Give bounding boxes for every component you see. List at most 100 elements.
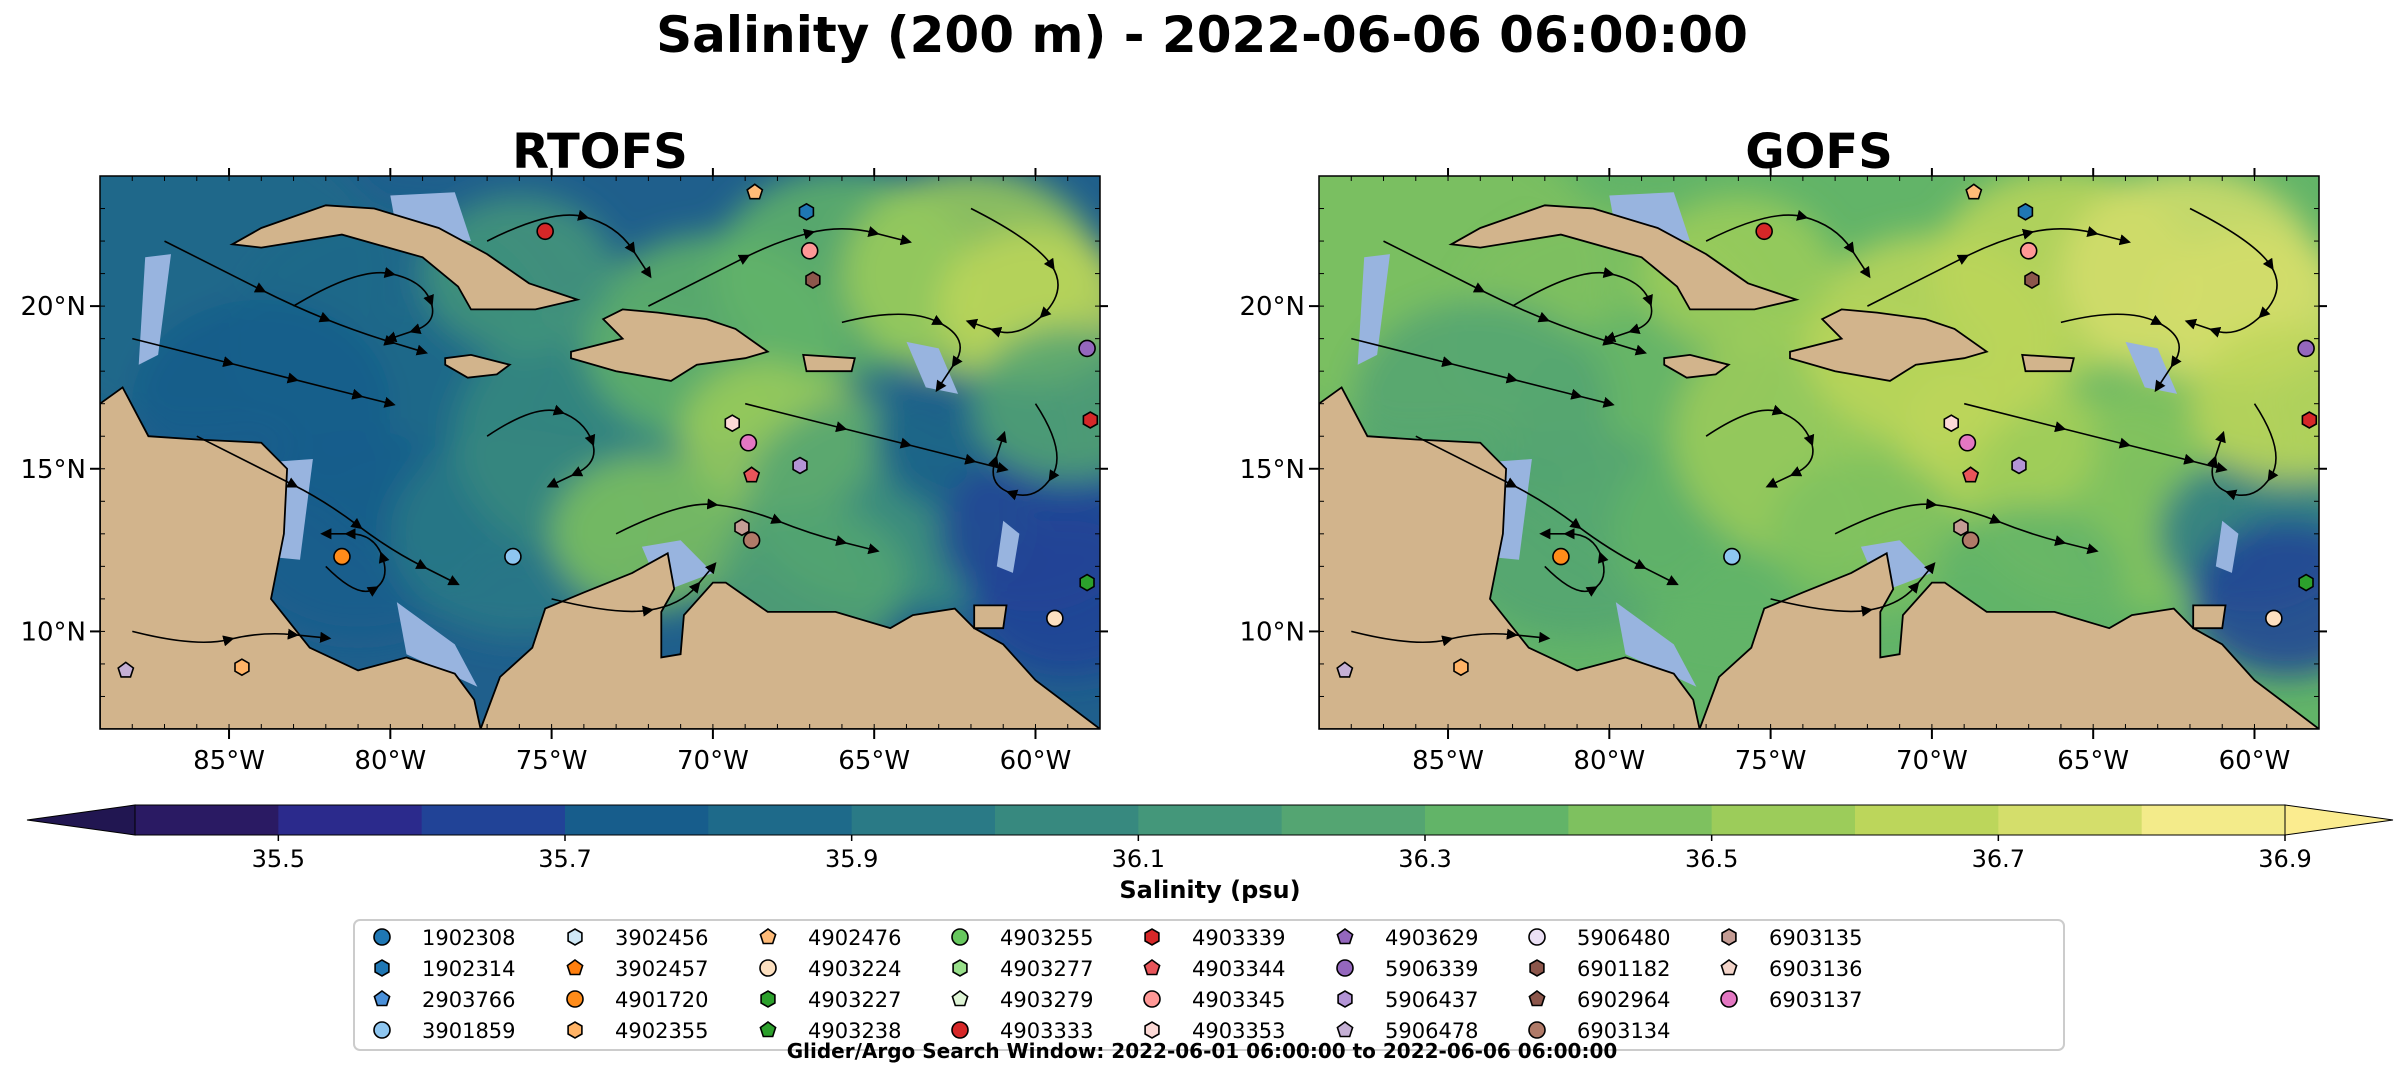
current-streamline xyxy=(196,435,460,586)
legend-label: 6901182 xyxy=(1577,957,1671,981)
legend-item: 4903353 xyxy=(1144,1019,1286,1043)
legend-item: 4903224 xyxy=(759,957,902,981)
current-streamline xyxy=(1770,562,1936,617)
current-streamline xyxy=(293,267,434,343)
float-marker-4903224 xyxy=(2265,609,2283,628)
float-marker-4903345 xyxy=(2019,242,2038,260)
legend-marker-pentagon-icon xyxy=(373,990,391,1007)
float-marker-4902476 xyxy=(746,183,764,200)
legend-item: 4903227 xyxy=(760,988,902,1012)
legend-item: 2903766 xyxy=(373,988,516,1012)
current-streamline xyxy=(988,403,1060,501)
legend-marker-circle-icon xyxy=(951,1021,969,1039)
map-frame xyxy=(1318,175,2320,730)
colorbar-tick-label: 35.5 xyxy=(252,845,305,873)
map-content xyxy=(1319,176,2319,729)
legend-marker-pentagon-icon xyxy=(1336,928,1354,945)
land-puerto-rico xyxy=(802,353,856,373)
legend-label: 5906437 xyxy=(1385,988,1479,1012)
map-panel-gofs: 85°W 80°W 75°W 70°W 65°W 60°W 20°N 15°N 10°N GOFS xyxy=(1239,124,2327,776)
float-marker-4902476 xyxy=(1965,183,1983,200)
land-puerto-rico xyxy=(2021,353,2075,373)
colorbar-segment xyxy=(1568,805,1713,835)
current-streamline xyxy=(1512,267,1653,343)
x-tick-label: 70°W xyxy=(677,746,749,776)
legend-item: 5906480 xyxy=(1528,926,1671,950)
y-tick-label: 15°N xyxy=(20,455,86,485)
map-frame xyxy=(99,175,1101,730)
map-content xyxy=(100,176,1100,729)
colorbar-tick-label: 36.3 xyxy=(1398,845,1451,873)
float-marker-4903353 xyxy=(724,414,741,433)
legend-label: 4903345 xyxy=(1192,988,1286,1012)
legend-label: 4903279 xyxy=(1000,988,1094,1012)
current-streamline xyxy=(320,528,390,597)
legend-marker-circle-icon xyxy=(1528,1021,1546,1039)
land-jamaica xyxy=(1663,353,1731,379)
colorbar-segment xyxy=(995,805,1139,835)
legend-marker-hexagon-icon xyxy=(1529,959,1545,977)
y-tick-label: 10°N xyxy=(1239,617,1305,647)
legend-label: 4903353 xyxy=(1192,1019,1286,1043)
colorbar-segment xyxy=(135,805,279,835)
colorbar-segment xyxy=(1138,805,1283,835)
salinity-patch xyxy=(2189,325,2319,482)
x-tick-label: 85°W xyxy=(1412,746,1484,776)
float-marker-6903134 xyxy=(1961,531,1980,550)
legend-marker-hexagon-icon xyxy=(760,990,776,1008)
colorbar-under-extend xyxy=(26,804,136,836)
shallow-water xyxy=(396,602,478,687)
float-marker-5906478 xyxy=(1336,661,1354,678)
legend-label: 6903135 xyxy=(1769,926,1863,950)
colorbar-segment xyxy=(851,805,996,835)
legend-marker-hexagon-icon xyxy=(1144,928,1160,946)
float-marker-1902314 xyxy=(798,202,815,221)
search-window-caption: Glider/Argo Search Window: 2022-06-01 06… xyxy=(787,1039,1618,1063)
shallow-water xyxy=(138,254,171,365)
legend-label: 4903629 xyxy=(1385,926,1479,950)
float-marker-5906339 xyxy=(2297,339,2315,358)
land-hispaniola xyxy=(1789,308,1989,382)
land-trinidad xyxy=(2192,604,2227,630)
current-streamline xyxy=(1383,240,1647,356)
legend-marker-hexagon-icon xyxy=(567,928,583,946)
current-streamline xyxy=(965,207,1059,338)
legend-marker-hexagon-icon xyxy=(1721,928,1737,946)
legend-marker-hexagon-icon xyxy=(1144,1021,1160,1039)
colorbar-segment xyxy=(1998,805,2143,835)
legend-item: 4903344 xyxy=(1143,957,1286,981)
legend-item: 6903137 xyxy=(1720,988,1863,1012)
legend-marker-pentagon-icon xyxy=(1720,959,1738,976)
colorbar-segment xyxy=(1425,805,1569,835)
float-marker-4903345 xyxy=(800,242,819,260)
legend-label: 4903277 xyxy=(1000,957,1094,981)
colorbar-segment xyxy=(278,805,423,835)
legend-item: 4903255 xyxy=(951,926,1094,950)
legend-label: 5906478 xyxy=(1385,1019,1479,1043)
land-jamaica xyxy=(444,353,512,379)
float-marker-4901720 xyxy=(1552,547,1570,566)
float-marker-4903227 xyxy=(1079,573,1095,592)
current-streamline xyxy=(551,562,717,617)
legend-label: 2903766 xyxy=(422,988,516,1012)
colorbar-tick-label: 36.7 xyxy=(1972,845,2025,873)
current-streamline xyxy=(2184,207,2278,338)
legend-item: 4903339 xyxy=(1144,926,1286,950)
legend-marker-hexagon-icon xyxy=(952,959,968,977)
float-marker-5906339 xyxy=(1078,339,1096,358)
float-marker-6901182 xyxy=(805,271,821,290)
land-central-america xyxy=(1319,386,1701,729)
land-hispaniola xyxy=(570,308,770,382)
current-streamline xyxy=(841,313,963,393)
float-legend: 1902308 1902314 2903766 3901859 3902456 39024… xyxy=(353,919,2065,1051)
float-marker-4903344 xyxy=(743,466,761,483)
colorbar-tick-label: 36.5 xyxy=(1685,845,1738,873)
x-tick-label: 80°W xyxy=(1573,746,1645,776)
y-tick-label: 10°N xyxy=(20,617,86,647)
legend-label: 6903137 xyxy=(1769,988,1863,1012)
current-streamline xyxy=(615,498,880,555)
legend-item: 4902355 xyxy=(567,1019,709,1043)
legend-item: 3901859 xyxy=(373,1019,516,1043)
float-marker-6901182 xyxy=(2024,271,2040,290)
legend-marker-hexagon-icon xyxy=(1337,990,1353,1008)
